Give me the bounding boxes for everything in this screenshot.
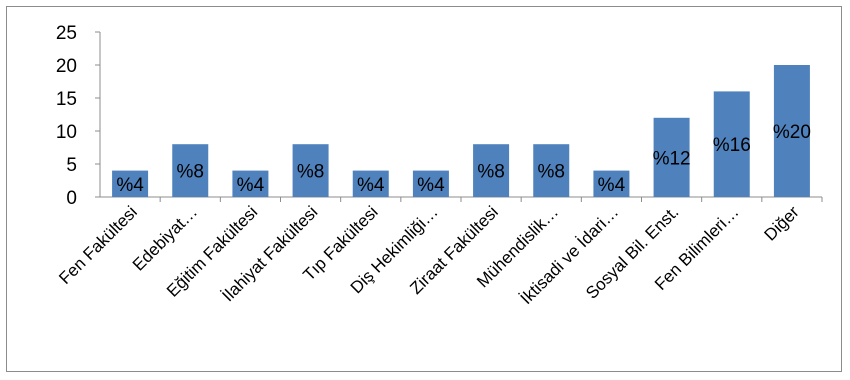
data-label: %8 bbox=[177, 162, 204, 183]
data-labels: %4 %8 %4 %8 %4 %4 %8 %8 %4 %12 %16 %20 bbox=[116, 122, 811, 196]
bar bbox=[292, 144, 329, 197]
y-tick-label: 0 bbox=[66, 188, 77, 209]
data-label: %8 bbox=[477, 162, 504, 183]
data-label: %4 bbox=[237, 175, 265, 196]
data-label: %20 bbox=[773, 122, 811, 143]
y-tick-label: 25 bbox=[56, 23, 77, 44]
data-label: %4 bbox=[417, 175, 445, 196]
bars bbox=[112, 65, 810, 197]
y-tick-label: 20 bbox=[56, 56, 77, 77]
data-label: %12 bbox=[653, 148, 691, 169]
bar bbox=[352, 170, 389, 197]
bar bbox=[713, 91, 750, 197]
data-label: %4 bbox=[357, 175, 385, 196]
category-label: Diğer bbox=[761, 202, 803, 244]
bar bbox=[112, 170, 149, 197]
bar bbox=[172, 144, 209, 197]
bar bbox=[593, 170, 630, 197]
data-label: %8 bbox=[297, 162, 324, 183]
y-tick-labels: 0 5 10 15 20 25 bbox=[56, 23, 77, 209]
bar bbox=[773, 65, 810, 197]
bar bbox=[473, 144, 510, 197]
y-tick-label: 10 bbox=[56, 122, 77, 143]
bar bbox=[232, 170, 269, 197]
bar bbox=[653, 117, 690, 197]
category-label: Fen Fakültesi bbox=[55, 202, 141, 288]
y-tick-label: 5 bbox=[66, 155, 77, 176]
data-label: %4 bbox=[116, 175, 144, 196]
data-label: %4 bbox=[598, 175, 626, 196]
y-tick-label: 15 bbox=[56, 89, 77, 110]
data-label: %16 bbox=[713, 135, 751, 156]
bar bbox=[412, 170, 449, 197]
axes bbox=[95, 31, 823, 202]
bar bbox=[533, 144, 570, 197]
data-label: %8 bbox=[538, 162, 565, 183]
